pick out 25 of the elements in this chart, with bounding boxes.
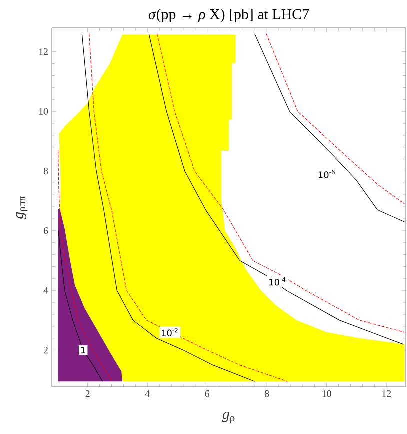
x-tick-label: 10	[322, 390, 332, 398]
line-series	[254, 34, 405, 222]
y-tick-label: 4	[44, 287, 48, 294]
annotation: 10$^{-2}$	[162, 328, 178, 337]
line-series	[266, 34, 405, 204]
y-axis-title: g$_{ρππ}$	[16, 196, 28, 220]
x-tick-label: 12	[382, 390, 392, 398]
y-tick-label: 10	[39, 108, 48, 115]
y-tick-label: 2	[44, 346, 48, 354]
x-axis-title: g$_{ρ}$	[222, 412, 235, 424]
y-tick-label: 6	[44, 228, 48, 234]
x-tick-label: 8	[264, 390, 270, 398]
annotation: 1	[82, 347, 86, 354]
x-tick-label: 4	[145, 390, 150, 398]
line-series	[58, 150, 113, 382]
chart-title: σ(pp → ρ X) [pb] at LHC7	[148, 8, 310, 22]
line-series	[89, 34, 288, 382]
annotation: 10$^{-6}$	[318, 170, 335, 178]
annotation: 10$^{-4}$	[270, 278, 286, 286]
y-tick-label: 8	[44, 168, 48, 175]
x-tick-label: 6	[205, 390, 210, 398]
line-series	[58, 230, 104, 382]
y-tick-label: 12	[39, 48, 48, 56]
line-series	[82, 34, 256, 382]
x-tick-label: 2	[86, 390, 90, 398]
